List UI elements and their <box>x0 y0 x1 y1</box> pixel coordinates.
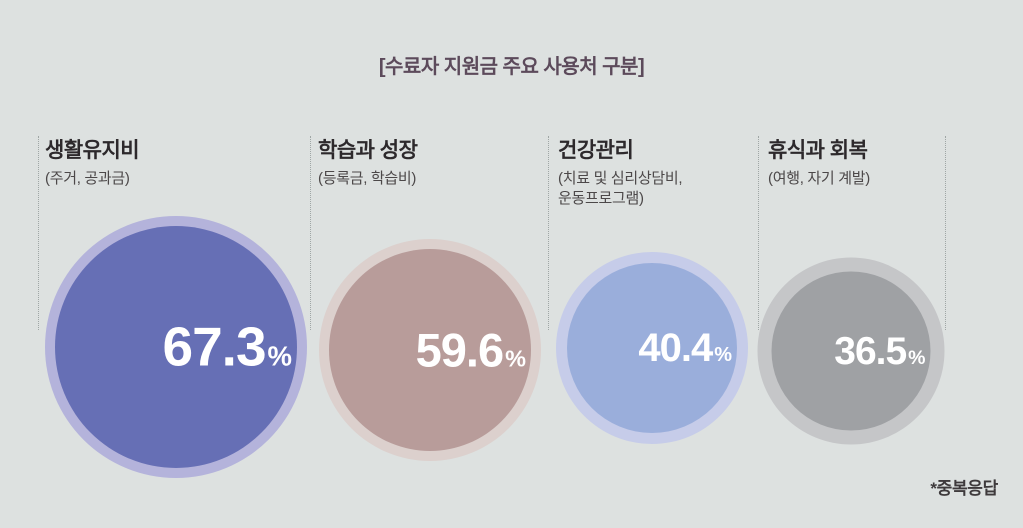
footnote-multiple-response: *중복응답 <box>930 479 998 498</box>
value-number: 67.3 <box>162 315 267 378</box>
bubble-value: 40.4% <box>638 326 732 370</box>
chart-title: [수료자 지원금 주요 사용처 구분] <box>378 56 645 78</box>
percent-sign: % <box>908 346 925 369</box>
value-number: 59.6 <box>415 323 504 377</box>
bubble-fill <box>771 271 931 431</box>
category-name: 휴식과 회복 <box>768 139 868 162</box>
value-number: 36.5 <box>834 329 907 373</box>
category-name: 생활유지비 <box>45 139 140 162</box>
bubble-health-care: 40.4% <box>556 252 748 444</box>
bubble-value: 59.6% <box>415 323 526 377</box>
bubble-rest-recovery: 36.5% <box>757 257 945 445</box>
category-label-health-care: 건강관리 (치료 및 심리상담비, 운동프로그램) <box>558 134 683 210</box>
category-subtitle: (치료 및 심리상담비, 운동프로그램) <box>558 170 683 208</box>
bubble-fill <box>567 263 737 433</box>
category-name: 학습과 성장 <box>318 139 418 162</box>
category-label-learning-growth: 학습과 성장 (등록금, 학습비) <box>318 134 418 189</box>
bubble-fill <box>55 226 297 468</box>
category-subtitle: (여행, 자기 계발) <box>768 170 870 187</box>
bubble-fill <box>329 249 531 451</box>
category-label-rest-recovery: 휴식과 회복 (여행, 자기 계발) <box>768 134 870 189</box>
percent-sign: % <box>267 340 292 372</box>
dotted-divider-5 <box>945 136 946 330</box>
dotted-divider-2 <box>310 136 311 330</box>
dotted-divider-1 <box>38 136 39 330</box>
category-name: 건강관리 <box>558 139 634 162</box>
category-subtitle: (등록금, 학습비) <box>318 170 417 187</box>
bubble-value: 36.5% <box>834 329 925 373</box>
value-number: 40.4 <box>638 326 713 370</box>
percent-sign: % <box>505 345 526 372</box>
bubble-learning-growth: 59.6% <box>319 239 541 461</box>
bubble-living-expenses: 67.3% <box>45 216 307 478</box>
bubble-value: 67.3% <box>163 319 293 375</box>
dotted-divider-3 <box>548 136 549 330</box>
dotted-divider-4 <box>758 136 759 330</box>
category-subtitle: (주거, 공과금) <box>45 170 130 187</box>
percent-sign: % <box>714 344 732 366</box>
category-label-living-expenses: 생활유지비 (주거, 공과금) <box>45 134 140 189</box>
